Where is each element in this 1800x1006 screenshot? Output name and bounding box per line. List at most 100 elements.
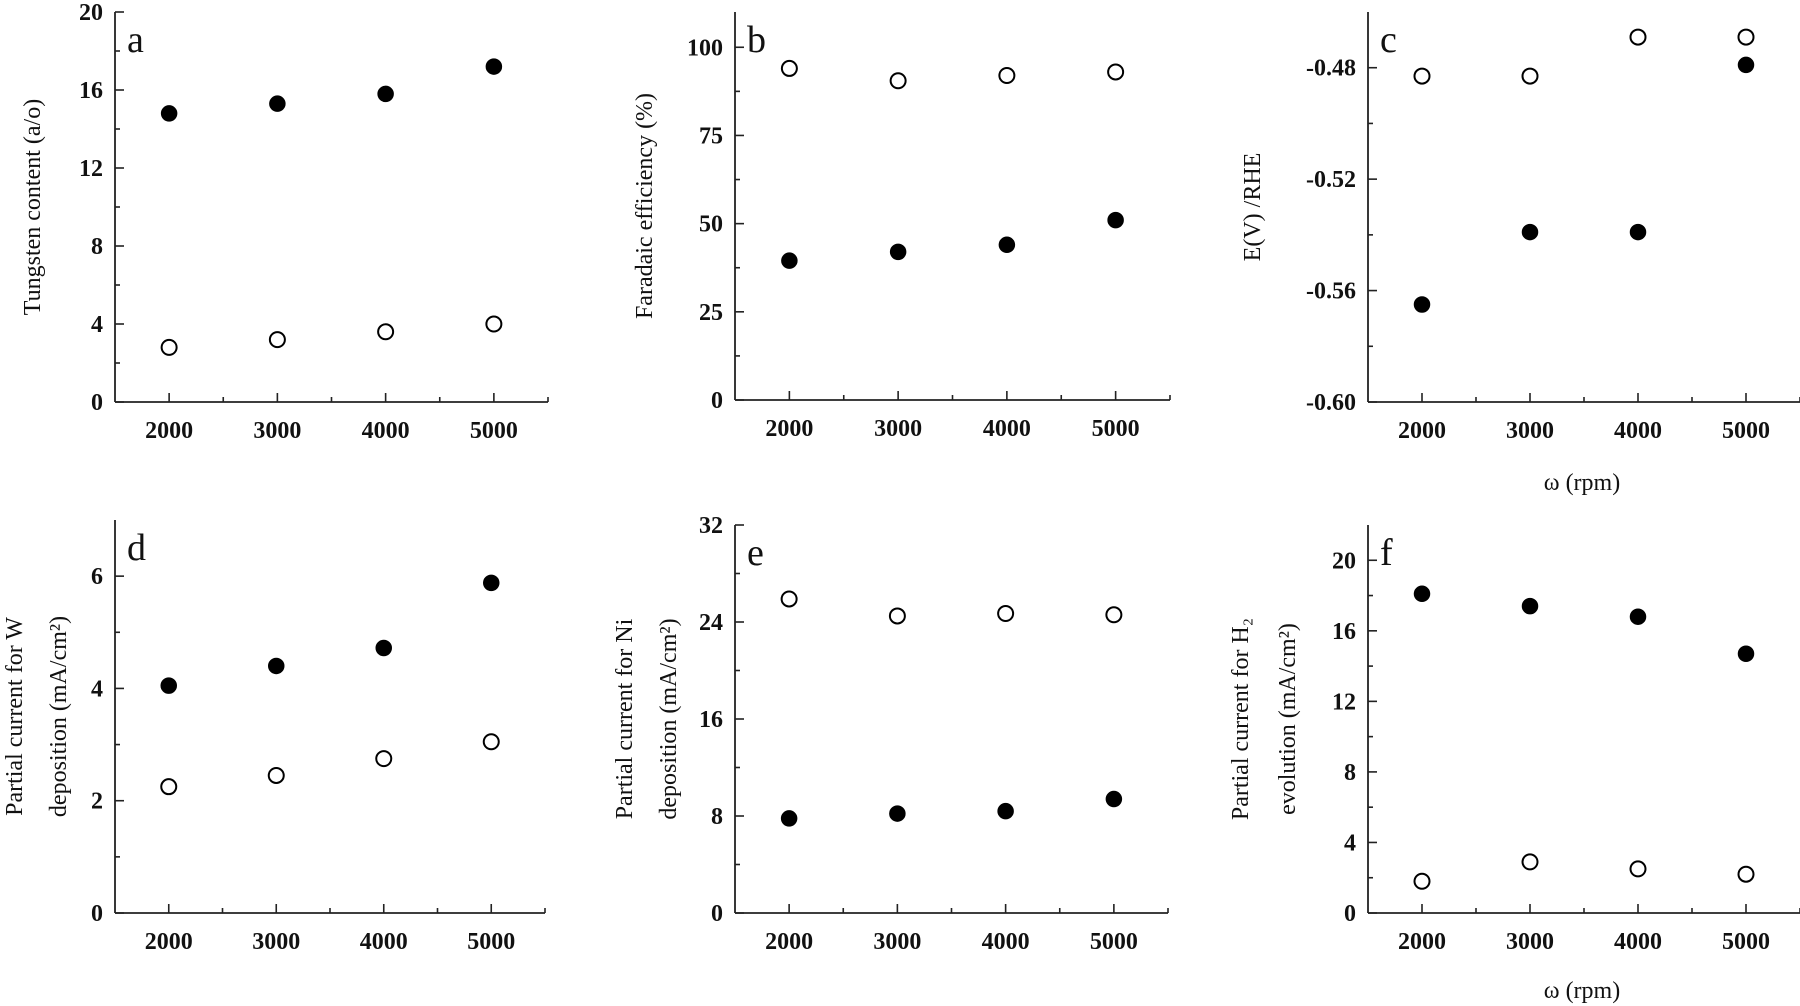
x-axis-title: ω (rpm) (1544, 470, 1620, 496)
y-tick-label: 6 (91, 564, 103, 590)
panel-letter: d (127, 527, 146, 569)
x-tick-label: 4000 (982, 929, 1030, 955)
y-tick-label: 4 (91, 312, 103, 338)
y-axis-title: Partial current for Ni (612, 618, 638, 819)
x-tick-label: 3000 (873, 929, 921, 955)
y-tick-label: 0 (711, 388, 723, 414)
data-point-open (160, 338, 178, 356)
x-tick-label: 5000 (467, 929, 515, 955)
y-tick-label: 8 (711, 804, 723, 830)
y-tick-label: 4 (91, 676, 103, 702)
data-point-filled (1105, 790, 1123, 808)
data-point-filled (483, 574, 500, 592)
y-tick-label: 0 (711, 901, 723, 927)
y-axis-title: deposition (mA/cm²) (46, 616, 72, 817)
data-point-open (375, 750, 393, 768)
panel-d: 2000 3000 4000 5000 0 2 4 6d Partial current for… (2, 520, 546, 955)
data-point-filled (268, 657, 285, 675)
panel-letter: f (1380, 532, 1393, 574)
x-tick-label: 2000 (145, 929, 193, 955)
y-tick-label: -0.52 (1306, 167, 1356, 193)
x-tick-label: 4000 (362, 418, 410, 444)
y-axis-title: Tungsten content (a/o) (20, 99, 46, 315)
x-tick-label: 5000 (470, 418, 518, 444)
data-point-open (1737, 28, 1755, 46)
y-tick-label: 25 (699, 300, 723, 326)
panel-letter: c (1380, 19, 1397, 61)
data-point-filled (997, 802, 1014, 820)
data-point-open (267, 766, 285, 784)
data-point-filled (269, 95, 286, 112)
y-tick-label: 12 (1332, 689, 1356, 715)
x-tick-label: 4000 (1614, 418, 1662, 444)
y-tick-label: 2 (91, 789, 103, 815)
x-tick-label: 4000 (983, 416, 1031, 442)
data-point-open (1629, 860, 1647, 878)
y-tick-label: 32 (699, 513, 723, 539)
y-tick-label: 20 (1332, 548, 1356, 574)
x-tick-label: 5000 (1722, 929, 1770, 955)
x-tick-label: 2000 (145, 418, 193, 444)
data-point-open (482, 733, 500, 751)
x-tick-label: 3000 (253, 418, 301, 444)
x-tick-label: 3000 (1506, 418, 1554, 444)
panel-f: 2000 3000 4000 5000 0 4 8 12 16 20 f Partial curren… (1228, 525, 1800, 1004)
panel-letter: a (127, 19, 144, 61)
data-point-filled (160, 105, 178, 122)
data-point-open (889, 72, 907, 90)
data-point-open (998, 66, 1016, 84)
x-tick-label: 5000 (1092, 416, 1140, 442)
data-point-open (997, 605, 1015, 623)
x-tick-label: 3000 (874, 416, 922, 442)
x-tick-label: 3000 (1506, 929, 1554, 955)
y-tick-label: 75 (699, 123, 723, 149)
data-point-filled (1413, 585, 1431, 603)
y-axis-title: Faradaic efficiency (%) (632, 93, 658, 319)
y-tick-label: 0 (1344, 901, 1356, 927)
y-axis-title: evolution (mA/cm²) (1275, 623, 1301, 815)
x-tick-label: 4000 (360, 929, 408, 955)
y-axis-title: Partial current for W (2, 617, 28, 816)
data-point-open (1413, 872, 1431, 890)
data-point-open (1629, 28, 1647, 46)
data-point-filled (485, 58, 503, 75)
y-tick-label: -0.48 (1306, 56, 1356, 82)
data-point-filled (1521, 223, 1539, 241)
x-tick-label: 4000 (1614, 929, 1662, 955)
x-tick-label: 2000 (765, 929, 813, 955)
y-tick-label: 16 (1332, 619, 1356, 645)
x-tick-label: 3000 (252, 929, 300, 955)
y-tick-label: 0 (91, 390, 103, 416)
x-tick-label: 2000 (1398, 418, 1446, 444)
data-point-open (1521, 67, 1539, 85)
data-point-filled (1737, 645, 1755, 662)
panel-a: 2000 3000 4000 5000 0 4 8 12 16 20 a Tungsten conte… (20, 0, 549, 444)
data-point-open (268, 331, 286, 349)
data-point-filled (377, 85, 394, 103)
x-tick-label: 2000 (765, 416, 813, 442)
x-axis-title: ω (rpm) (1544, 978, 1620, 1004)
data-point-filled (1107, 211, 1124, 229)
data-point-open (377, 323, 395, 341)
data-point-open (1521, 853, 1539, 871)
y-tick-label: 8 (91, 234, 103, 260)
y-tick-label: 4 (1344, 830, 1356, 856)
y-axis-title: E(V) /RHE (1240, 153, 1266, 262)
panel-letter: b (747, 19, 766, 61)
y-tick-label: 16 (699, 707, 723, 733)
y-tick-label: -0.60 (1306, 390, 1356, 416)
data-point-open (888, 607, 906, 625)
y-tick-label: 12 (79, 156, 103, 182)
panel-b: 2000 3000 4000 5000 0 25 50 75 100 b Faradaic effi… (632, 12, 1171, 442)
data-point-open (485, 315, 503, 333)
data-point-open (1413, 67, 1431, 85)
data-point-filled (375, 639, 392, 657)
x-tick-label: 5000 (1090, 929, 1138, 955)
y-tick-label: 0 (91, 901, 103, 927)
y-tick-label: 20 (79, 0, 103, 26)
data-point-filled (1629, 223, 1647, 241)
data-point-open (160, 778, 178, 796)
data-point-filled (998, 236, 1016, 254)
y-tick-label: 100 (687, 35, 723, 61)
